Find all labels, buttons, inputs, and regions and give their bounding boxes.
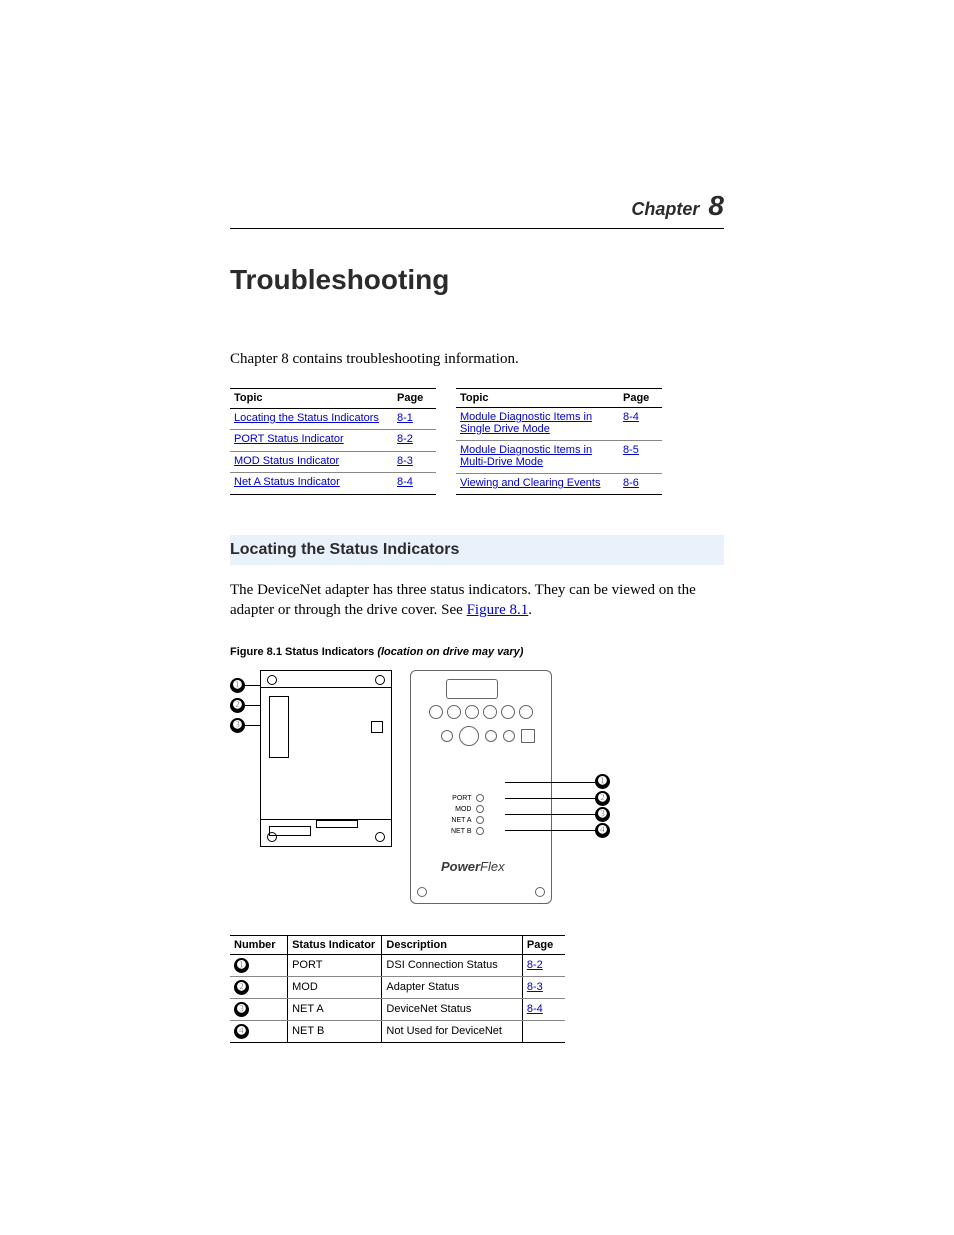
page-link[interactable]: 8-4	[397, 476, 413, 488]
leader-line	[505, 830, 595, 832]
led-label: NET A	[451, 815, 471, 826]
led-label: NET B	[451, 826, 472, 837]
led-dot-icon	[476, 827, 484, 835]
row-description: Adapter Status	[382, 976, 522, 998]
screw-icon	[375, 675, 385, 685]
callout-1-icon: ➊	[230, 678, 245, 693]
page: Chapter 8 Troubleshooting Chapter 8 cont…	[0, 0, 954, 1123]
body-pre: The DeviceNet adapter has three status i…	[230, 582, 696, 618]
connector-block-icon	[269, 696, 289, 758]
led-dot-icon	[476, 794, 484, 802]
led-dot-icon	[476, 805, 484, 813]
row-page-empty	[522, 1020, 565, 1042]
page-link[interactable]: 8-2	[397, 433, 413, 445]
th-topic: Topic	[230, 389, 393, 409]
section-body: The DeviceNet adapter has three status i…	[230, 580, 724, 621]
device-right-frame: PORT MOD NET A NET B PowerFlex	[410, 670, 552, 904]
keypad-row2-icon	[441, 726, 535, 746]
figure-caption: Figure 8.1 Status Indicators (location o…	[230, 646, 724, 658]
row-num-icon: ➊	[234, 958, 249, 973]
chapter-label: Chapter 8	[230, 190, 724, 222]
page-link[interactable]: 8-4	[527, 1003, 543, 1015]
topic-link[interactable]: Module Diagnostic Items in Multi-Drive M…	[460, 444, 592, 468]
divider-line	[261, 687, 391, 688]
leader-line	[505, 798, 595, 800]
device-right-diagram: PORT MOD NET A NET B PowerFlex ➊ ➋ ➌ ➍	[410, 670, 610, 905]
topic-link[interactable]: PORT Status Indicator	[234, 433, 344, 445]
topic-table-right: Topic Page Module Diagnostic Items in Si…	[456, 388, 662, 495]
th-page: Page	[619, 389, 662, 408]
page-link[interactable]: 8-5	[623, 444, 639, 456]
figure-row: ➊ ➋ ➌	[230, 670, 724, 910]
brand-flex: Flex	[480, 859, 505, 874]
th-page: Page	[522, 935, 565, 954]
row-num-icon: ➋	[234, 980, 249, 995]
keypad-row-icon	[429, 705, 533, 719]
page-link[interactable]: 8-1	[397, 412, 413, 424]
topic-link[interactable]: Locating the Status Indicators	[234, 412, 379, 424]
screw-icon	[375, 832, 385, 842]
th-description: Description	[382, 935, 522, 954]
row-description: DeviceNet Status	[382, 998, 522, 1020]
topic-link[interactable]: MOD Status Indicator	[234, 455, 339, 467]
row-indicator: MOD	[288, 976, 382, 998]
brand-label: PowerFlex	[441, 859, 505, 874]
row-num-icon: ➌	[234, 1002, 249, 1017]
callout-1-icon: ➊	[595, 774, 610, 789]
row-num-icon: ➍	[234, 1024, 249, 1039]
device-left-frame	[260, 670, 392, 847]
callout-2-icon: ➋	[595, 791, 610, 806]
row-indicator: NET A	[288, 998, 382, 1020]
callout-3-icon: ➌	[595, 807, 610, 822]
figcap-ital: (location on drive may vary)	[377, 646, 523, 658]
leader-line	[505, 782, 595, 784]
terminal-slot-icon	[316, 820, 358, 828]
page-link[interactable]: 8-6	[623, 477, 639, 489]
device-left-diagram: ➊ ➋ ➌	[230, 670, 390, 850]
th-page: Page	[393, 389, 436, 409]
topic-table-left: Topic Page Locating the Status Indicator…	[230, 388, 436, 495]
page-link[interactable]: 8-3	[527, 981, 543, 993]
callout-2-icon: ➋	[230, 698, 245, 713]
th-number: Number	[230, 935, 288, 954]
row-indicator: PORT	[288, 954, 382, 976]
figure-link[interactable]: Figure 8.1	[467, 602, 529, 618]
section-heading: Locating the Status Indicators	[230, 541, 724, 559]
row-description: DSI Connection Status	[382, 954, 522, 976]
topic-link[interactable]: Viewing and Clearing Events	[460, 477, 600, 489]
page-title: Troubleshooting	[230, 264, 724, 296]
topic-link[interactable]: Module Diagnostic Items in Single Drive …	[460, 411, 592, 435]
section-header-bg: Locating the Status Indicators	[230, 535, 724, 565]
page-link[interactable]: 8-3	[397, 455, 413, 467]
lcd-icon	[446, 679, 498, 699]
page-link[interactable]: 8-4	[623, 411, 639, 423]
topic-tables: Topic Page Locating the Status Indicator…	[230, 388, 724, 495]
leader-line	[505, 814, 595, 816]
screw-icon	[535, 887, 545, 897]
led-label: PORT	[452, 793, 471, 804]
brand-power: Power	[441, 859, 480, 874]
th-indicator: Status Indicator	[288, 935, 382, 954]
page-link[interactable]: 8-2	[527, 959, 543, 971]
screw-icon	[417, 887, 427, 897]
chapter-word: Chapter	[631, 199, 699, 219]
screw-icon	[267, 675, 277, 685]
body-post: .	[528, 602, 532, 618]
figcap-bold: Figure 8.1 Status Indicators	[230, 646, 377, 658]
th-topic: Topic	[456, 389, 619, 408]
topic-link[interactable]: Net A Status Indicator	[234, 476, 340, 488]
led-block: PORT MOD NET A NET B	[451, 793, 484, 837]
led-dot-icon	[476, 816, 484, 824]
led-label: MOD	[455, 804, 471, 815]
status-indicator-table: Number Status Indicator Description Page…	[230, 935, 565, 1043]
intro-text: Chapter 8 contains troubleshooting infor…	[230, 351, 724, 368]
chapter-rule	[230, 228, 724, 229]
terminal-slot-icon	[269, 826, 311, 836]
callout-4-icon: ➍	[595, 823, 610, 838]
connector-icon	[371, 721, 383, 733]
callout-3-icon: ➌	[230, 718, 245, 733]
row-indicator: NET B	[288, 1020, 382, 1042]
row-description: Not Used for DeviceNet	[382, 1020, 522, 1042]
chapter-number: 8	[708, 190, 724, 221]
